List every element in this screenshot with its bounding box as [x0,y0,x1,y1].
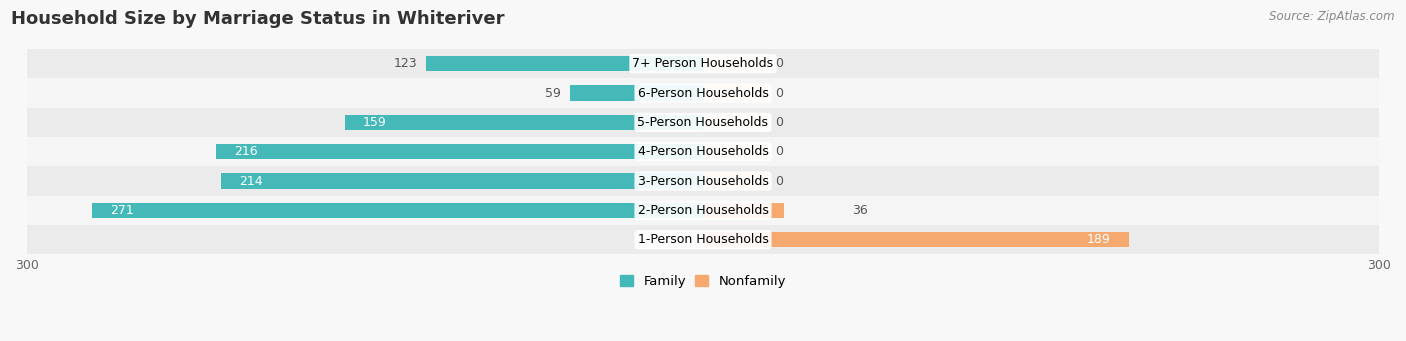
Bar [27,49,1379,78]
Text: 1-Person Households: 1-Person Households [637,233,769,246]
Bar [27,196,1379,225]
Bar [426,56,703,71]
Bar [27,166,1379,196]
Text: 0: 0 [775,87,783,100]
Bar [344,115,703,130]
Text: 0: 0 [775,145,783,158]
Bar [703,56,766,71]
Bar [93,203,703,218]
Text: 189: 189 [1087,233,1111,246]
Text: 0: 0 [775,57,783,70]
Text: Source: ZipAtlas.com: Source: ZipAtlas.com [1270,10,1395,23]
Legend: Family, Nonfamily: Family, Nonfamily [614,269,792,293]
Text: 0: 0 [775,116,783,129]
Bar [703,174,766,189]
Bar [221,174,703,189]
Bar [569,86,703,101]
Text: 7+ Person Households: 7+ Person Households [633,57,773,70]
Text: 36: 36 [852,204,868,217]
Text: 0: 0 [775,175,783,188]
Text: 216: 216 [235,145,257,158]
Text: 271: 271 [110,204,134,217]
Text: Household Size by Marriage Status in Whiteriver: Household Size by Marriage Status in Whi… [11,10,505,28]
Text: 159: 159 [363,116,387,129]
Bar [703,203,785,218]
Text: 214: 214 [239,175,263,188]
Bar [27,137,1379,166]
Text: 4-Person Households: 4-Person Households [637,145,769,158]
Bar [27,78,1379,108]
Bar [703,86,766,101]
Text: 5-Person Households: 5-Person Households [637,116,769,129]
Text: 2-Person Households: 2-Person Households [637,204,769,217]
Bar [27,225,1379,254]
Bar [703,232,1129,247]
Bar [27,108,1379,137]
Bar [703,144,766,159]
Text: 3-Person Households: 3-Person Households [637,175,769,188]
Text: 6-Person Households: 6-Person Households [637,87,769,100]
Text: 123: 123 [394,57,416,70]
Bar [703,115,766,130]
Bar [217,144,703,159]
Text: 59: 59 [546,87,561,100]
